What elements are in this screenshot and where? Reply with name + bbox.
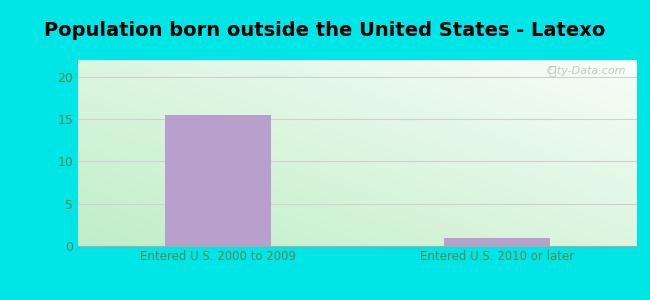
Bar [444, 238, 551, 246]
Text: Population born outside the United States - Latexo: Population born outside the United State… [44, 21, 606, 40]
Bar [164, 115, 271, 246]
Text: City-Data.com: City-Data.com [546, 66, 626, 76]
Text: ⓘ: ⓘ [549, 64, 556, 78]
